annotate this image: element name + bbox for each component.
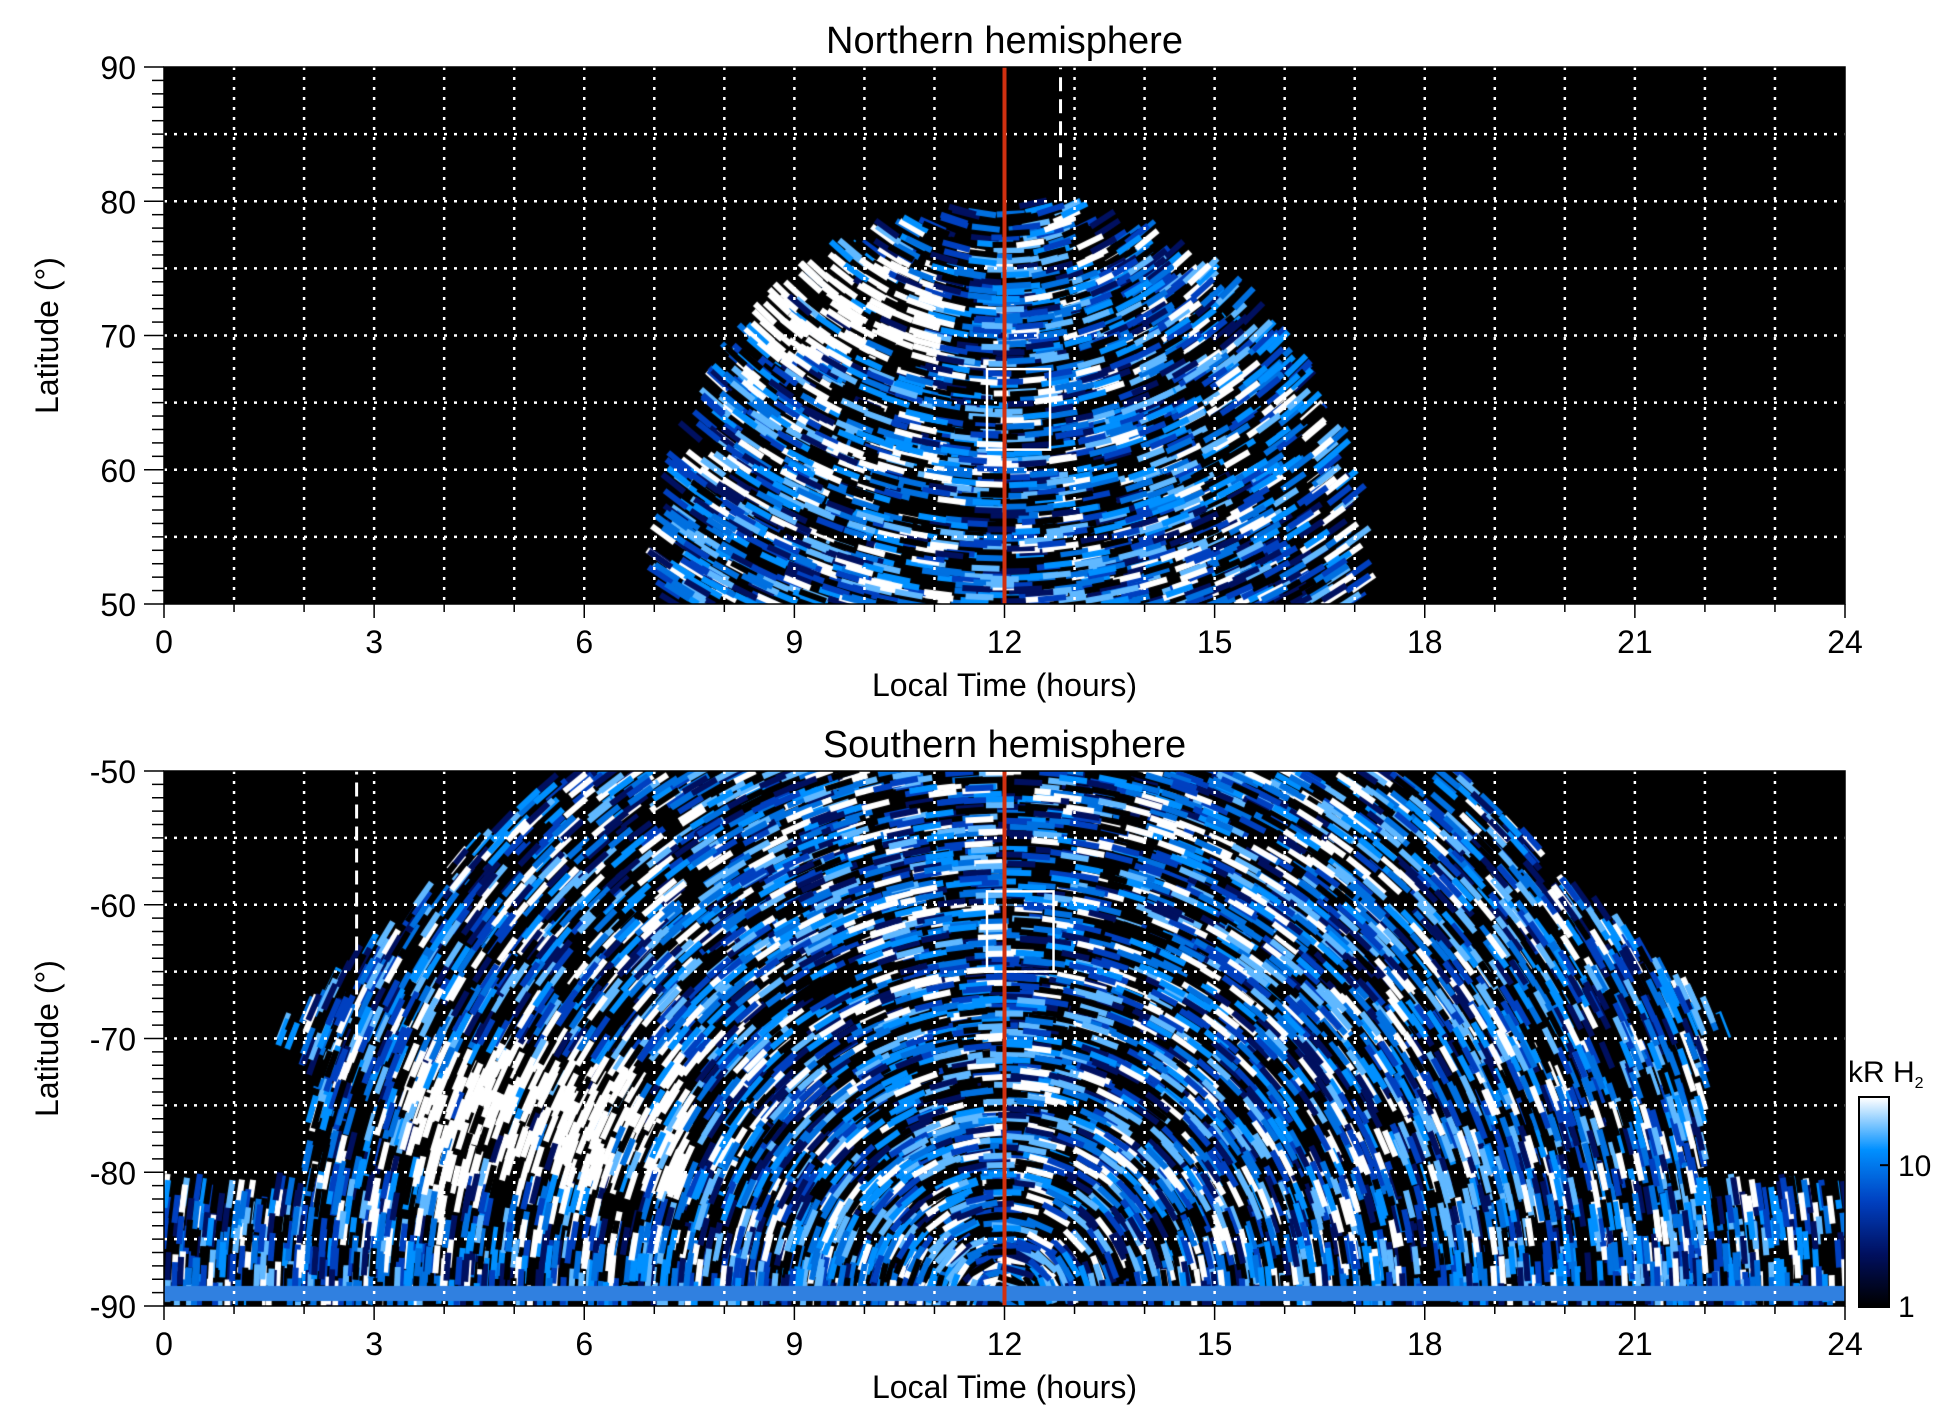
y-axis-label: Latitude (°) — [29, 960, 65, 1117]
x-tick-label: 9 — [785, 624, 803, 660]
x-axis-label: Local Time (hours) — [872, 1369, 1137, 1405]
y-tick-label: -80 — [90, 1155, 136, 1191]
colorbar-label: kR H2 — [1848, 1056, 1924, 1092]
x-tick-label: 12 — [987, 624, 1023, 660]
x-tick-label: 21 — [1617, 1326, 1653, 1362]
x-tick-label: 3 — [365, 1326, 383, 1362]
region-box — [985, 367, 1052, 451]
x-tick-label: 18 — [1407, 624, 1443, 660]
y-tick-label: -90 — [90, 1289, 136, 1325]
x-tick-label: 9 — [785, 1326, 803, 1362]
plot-title: Southern hemisphere — [823, 724, 1186, 766]
x-tick-label: 15 — [1197, 624, 1233, 660]
plot-title: Northern hemisphere — [826, 20, 1183, 62]
x-tick-label: 6 — [575, 1326, 593, 1362]
x-axis-label: Local Time (hours) — [872, 667, 1137, 703]
colorbar-tick-label: 10 — [1898, 1150, 1931, 1183]
x-tick-label: 12 — [987, 1326, 1023, 1362]
y-axis-label: Latitude (°) — [29, 257, 65, 414]
x-tick-label: 15 — [1197, 1326, 1233, 1362]
y-tick-label: 50 — [100, 587, 136, 623]
x-tick-label: 3 — [365, 624, 383, 660]
y-tick-label: 60 — [100, 453, 136, 489]
x-tick-label: 0 — [155, 624, 173, 660]
x-tick-label: 0 — [155, 1326, 173, 1362]
x-tick-label: 21 — [1617, 624, 1653, 660]
x-tick-label: 6 — [575, 624, 593, 660]
colorbar — [1858, 1096, 1890, 1308]
colorbar-tick-label: 1 — [1898, 1291, 1915, 1324]
y-tick-label: -70 — [90, 1022, 136, 1058]
y-tick-label: -60 — [90, 888, 136, 924]
y-tick-label: 90 — [100, 50, 136, 86]
y-tick-label: -50 — [90, 754, 136, 790]
y-tick-label: 80 — [100, 184, 136, 220]
y-tick-label: 70 — [100, 319, 136, 355]
region-box — [985, 890, 1055, 973]
x-tick-label: 24 — [1827, 624, 1863, 660]
x-tick-label: 24 — [1827, 1326, 1863, 1362]
x-tick-label: 18 — [1407, 1326, 1443, 1362]
